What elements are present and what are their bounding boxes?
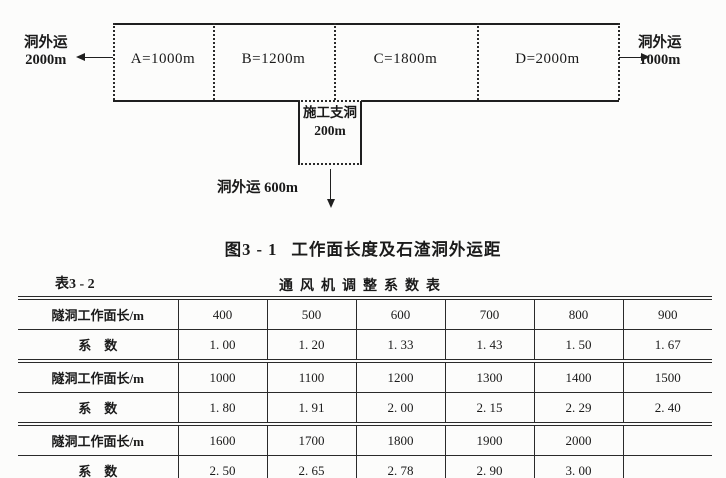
table-cell: 1. 91 (266, 392, 356, 426)
table-cell: 隧洞工作面长/m (18, 298, 178, 330)
arrow-right-icon (641, 53, 650, 61)
section-label-a: A=1000m (130, 51, 196, 67)
table-cell: 1800 (355, 424, 445, 456)
arrow-down-line (330, 169, 331, 200)
table-row: 系 数 1. 00 1. 20 1. 33 1. 43 1. 50 1. 67 (18, 329, 712, 363)
table-cell: 隧洞工作面长/m (18, 361, 178, 393)
table-cell: 1400 (533, 361, 623, 393)
table-row: 隧洞工作面长/m 1600 1700 1800 1900 2000 (18, 424, 712, 456)
table-cell: 1. 43 (444, 329, 534, 363)
tunnel-bottom-border-left (113, 100, 298, 102)
arrow-left-line (83, 57, 113, 58)
table-cell: 1600 (177, 424, 267, 456)
fan-coefficient-table: 隧洞工作面长/m 400 500 600 700 800 900 系 数 1. … (18, 296, 712, 478)
transport-left-line2: 2000m (25, 52, 67, 68)
tunnel-left-edge (113, 23, 115, 100)
transport-right-label: 洞外运 1000m (638, 35, 682, 69)
arrow-left-icon (76, 53, 85, 61)
figure-caption: 图3 - 1 工作面长度及石渣洞外运距 (0, 236, 726, 260)
branch-label-line1: 施工支洞 (303, 105, 357, 120)
divider-c-d (477, 23, 479, 100)
divider-b-c (334, 23, 336, 100)
branch-label-line2: 200m (314, 123, 346, 138)
table-cell: 900 (622, 298, 712, 330)
table-cell: 2. 40 (622, 392, 712, 426)
transport-left-line1: 洞外运 (24, 35, 68, 51)
table-title: 通风机调整系数表 (279, 279, 447, 294)
transport-right-line1: 洞外运 (638, 35, 682, 51)
table-cell: 1. 67 (622, 329, 712, 363)
tunnel-top-border (113, 23, 619, 102)
section-label-c: C=1800m (373, 51, 438, 67)
table-cell: 1. 80 (177, 392, 267, 426)
transport-down-label: 洞外运 600m (217, 180, 298, 196)
table-cell: 系 数 (78, 464, 118, 478)
table-cell: 2. 78 (355, 455, 445, 478)
figure-title: 工作面长度及石渣洞外运距 (291, 240, 502, 259)
table-cell: 1100 (266, 361, 356, 393)
table-cell: 500 (266, 298, 356, 330)
table-cell: 隧洞工作面长/m (18, 424, 178, 456)
branch-box: 施工支洞 200m (298, 101, 362, 165)
table-cell: 2. 90 (444, 455, 534, 478)
table-cell: 1900 (444, 424, 534, 456)
figure-number: 图3 - 1 (224, 240, 278, 259)
transport-left-label: 洞外运 2000m (24, 35, 68, 69)
arrow-down-icon (326, 199, 335, 208)
table-cell: 800 (533, 298, 623, 330)
table-cell (622, 424, 712, 456)
table-cell: 2. 65 (266, 455, 356, 478)
table-number: 表3 - 2 (55, 277, 95, 292)
table-cell: 2. 29 (533, 392, 623, 426)
table-cell: 1700 (266, 424, 356, 456)
table-cell: 600 (355, 298, 445, 330)
branch-opening-dotted-line (298, 100, 363, 102)
table-row: 隧洞工作面长/m 1000 1100 1200 1300 1400 1500 (18, 361, 712, 393)
table-cell: 1200 (355, 361, 445, 393)
table-cell: 系 数 (18, 392, 178, 426)
table-cell (622, 455, 712, 478)
table-cell: 1. 33 (355, 329, 445, 363)
table-cell: 1500 (622, 361, 712, 393)
table-cell: 3. 00 (533, 455, 623, 478)
arrow-right-line (619, 57, 642, 58)
table-cell: 2. 00 (355, 392, 445, 426)
table-cell: 1000 (177, 361, 267, 393)
tunnel-bottom-border-right (363, 100, 619, 102)
table-cell: 1. 00 (177, 329, 267, 363)
table-cell: 700 (444, 298, 534, 330)
table-cell: 1. 50 (533, 329, 623, 363)
table-cell: 系 数 (18, 329, 178, 363)
table-cell: 2. 15 (444, 392, 534, 426)
section-label-d: D=2000m (515, 51, 580, 67)
section-label-b: B=1200m (241, 51, 306, 67)
table-cell: 2000 (533, 424, 623, 456)
table-row: 隧洞工作面长/m 400 500 600 700 800 900 (18, 298, 712, 330)
table-cell: 2. 50 (177, 455, 267, 478)
table-row: 系 数 1. 80 1. 91 2. 00 2. 15 2. 29 2. 40 (18, 392, 712, 426)
tunnel-right-edge (618, 23, 620, 100)
table-cell: 1. 20 (266, 329, 356, 363)
table-cell: 400 (177, 298, 267, 330)
table-cell: 1300 (444, 361, 534, 393)
table-row: 系 数 2. 50 2. 65 2. 78 2. 90 3. 00 (18, 455, 712, 478)
divider-a-b (213, 23, 215, 100)
